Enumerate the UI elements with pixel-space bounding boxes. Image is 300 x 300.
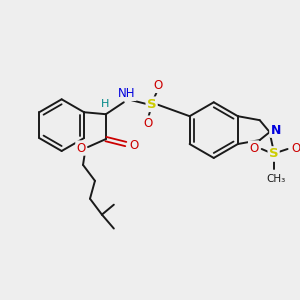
Text: O: O	[249, 142, 258, 154]
Text: NH: NH	[118, 87, 136, 100]
Text: CH₃: CH₃	[266, 174, 285, 184]
Text: H: H	[101, 99, 109, 109]
Text: S: S	[269, 148, 278, 160]
Text: O: O	[291, 142, 300, 154]
Text: O: O	[129, 139, 138, 152]
Text: O: O	[153, 79, 162, 92]
Text: N: N	[270, 124, 281, 136]
Text: O: O	[143, 117, 152, 130]
Text: S: S	[147, 98, 156, 111]
Text: O: O	[76, 142, 86, 154]
